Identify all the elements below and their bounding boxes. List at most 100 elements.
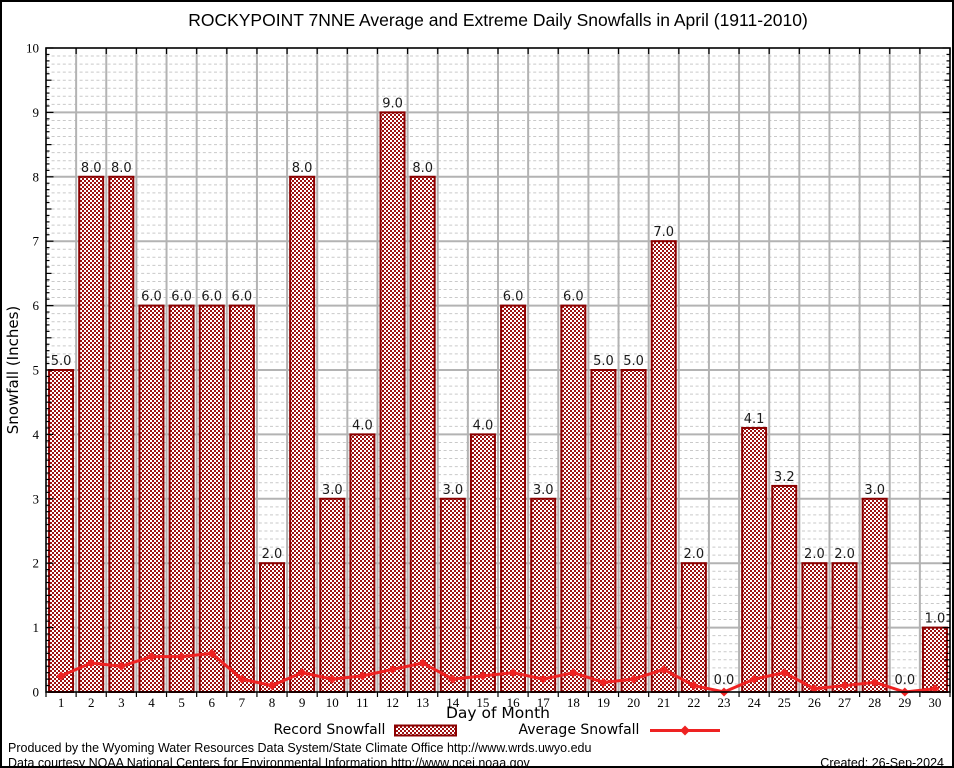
bar-day-16 (500, 304, 527, 693)
bar-day-14 (439, 497, 466, 693)
gridlines (46, 48, 950, 692)
bar-value-label-day-29: 0.0 (894, 673, 915, 688)
day-label-6: 6 (208, 695, 215, 710)
avg-marker-day-2 (86, 658, 96, 668)
bar-value-label-day-17: 3.0 (533, 483, 554, 498)
avg-marker-day-26 (809, 684, 819, 694)
avg-marker-day-16 (508, 668, 518, 678)
y-tick-9: 9 (33, 105, 40, 120)
bar-value-label-day-21: 7.0 (653, 225, 674, 240)
bar-day-18 (560, 304, 587, 693)
bar-day-13 (409, 175, 436, 694)
day-label-30: 30 (928, 695, 941, 710)
day-label-13: 13 (416, 695, 429, 710)
bar-value-label-day-13: 8.0 (412, 161, 433, 176)
bar-day-8 (259, 562, 285, 694)
avg-marker-day-12 (388, 664, 398, 674)
avg-marker-day-3 (116, 661, 126, 671)
avg-marker-day-7 (237, 674, 247, 684)
y-tick-6: 6 (33, 298, 40, 313)
avg-marker-day-10 (327, 674, 337, 684)
y-tick-4: 4 (33, 427, 40, 442)
avg-marker-day-18 (568, 668, 578, 678)
avg-marker-day-5 (177, 652, 187, 662)
bar-day-9 (289, 175, 316, 694)
day-label-9: 9 (299, 695, 306, 710)
chart-title: ROCKYPOINT 7NNE Average and Extreme Dail… (188, 10, 808, 30)
avg-marker-day-20 (629, 674, 639, 684)
bar-value-label-day-15: 4.0 (473, 418, 494, 433)
bar-value-label-day-3: 8.0 (111, 161, 132, 176)
avg-marker-day-1 (56, 671, 66, 681)
bar-value-label-day-24: 4.1 (744, 412, 765, 427)
bar-value-label-day-23: 0.0 (714, 673, 735, 688)
day-label-26: 26 (808, 695, 822, 710)
y-tick-2: 2 (33, 556, 40, 571)
avg-marker-day-30 (930, 684, 940, 694)
bar-day-12 (379, 111, 406, 693)
bar-day-11 (349, 433, 376, 693)
bar-day-27 (831, 562, 858, 694)
avg-marker-day-14 (448, 674, 458, 684)
average-snowfall-line (56, 648, 940, 697)
bar-day-30 (921, 626, 948, 693)
y-tick-7: 7 (33, 234, 40, 249)
avg-marker-day-21 (659, 664, 669, 674)
avg-marker-day-11 (357, 671, 367, 681)
bar-day-20 (620, 369, 647, 693)
legend-record-label: Record Snowfall (273, 722, 386, 738)
avg-marker-day-27 (840, 681, 850, 691)
bar-value-label-day-28: 3.0 (864, 483, 885, 498)
day-label-22: 22 (687, 695, 700, 710)
avg-marker-day-13 (418, 658, 428, 668)
day-label-3: 3 (118, 695, 125, 710)
day-label-20: 20 (627, 695, 640, 710)
day-label-4: 4 (148, 695, 155, 710)
avg-marker-day-9 (297, 668, 307, 678)
bar-day-15 (469, 433, 496, 693)
day-label-2: 2 (88, 695, 95, 710)
avg-marker-day-28 (870, 677, 880, 687)
footer-data-courtesy: Data courtesy NOAA National Centers for … (8, 756, 530, 768)
bar-day-6 (198, 304, 225, 693)
bar-value-label-day-4: 6.0 (141, 290, 162, 305)
bar-day-24 (741, 426, 768, 693)
avg-marker-day-22 (689, 681, 699, 691)
bar-day-26 (801, 562, 828, 694)
bar-day-17 (530, 497, 557, 693)
y-axis-title: Snowfall (Inches) (4, 306, 22, 434)
avg-marker-day-17 (538, 674, 548, 684)
day-label-16: 16 (507, 695, 521, 710)
avg-marker-day-4 (146, 652, 156, 662)
day-label-21: 21 (657, 695, 670, 710)
footer-created-date: Created: 26-Sep-2024 (820, 756, 944, 768)
bar-value-label-day-7: 6.0 (232, 290, 253, 305)
footer-produced-by: Produced by the Wyoming Water Resources … (8, 741, 592, 755)
bar-value-label-day-25: 3.2 (774, 470, 795, 485)
axis-ticks (45, 47, 951, 697)
bar-day-3 (108, 175, 135, 694)
bar-day-25 (771, 484, 798, 694)
legend-record-swatch-icon (394, 724, 458, 736)
y-tick-8: 8 (33, 169, 40, 184)
bar-day-10 (319, 497, 346, 693)
bar-value-label-day-16: 6.0 (503, 290, 524, 305)
bar-value-label-day-5: 6.0 (171, 290, 192, 305)
bar-value-label-day-19: 5.0 (593, 354, 614, 369)
y-tick-labels: 0 1 2 3 4 5 6 7 8 9 10 (26, 41, 40, 700)
bar-day-21 (650, 240, 677, 693)
day-label-15: 15 (476, 695, 489, 710)
bar-day-5 (168, 304, 195, 693)
bar-day-7 (228, 304, 255, 693)
avg-marker-day-6 (207, 648, 217, 658)
day-label-28: 28 (868, 695, 881, 710)
day-label-8: 8 (269, 695, 276, 710)
bar-value-label-day-2: 8.0 (81, 161, 102, 176)
legend-average-label: Average Snowfall (518, 722, 640, 738)
day-label-24: 24 (748, 695, 762, 710)
day-label-14: 14 (446, 695, 460, 710)
bar-value-label-day-30: 1.0 (925, 612, 946, 627)
day-label-17: 17 (537, 695, 551, 710)
y-tick-5: 5 (33, 363, 40, 378)
